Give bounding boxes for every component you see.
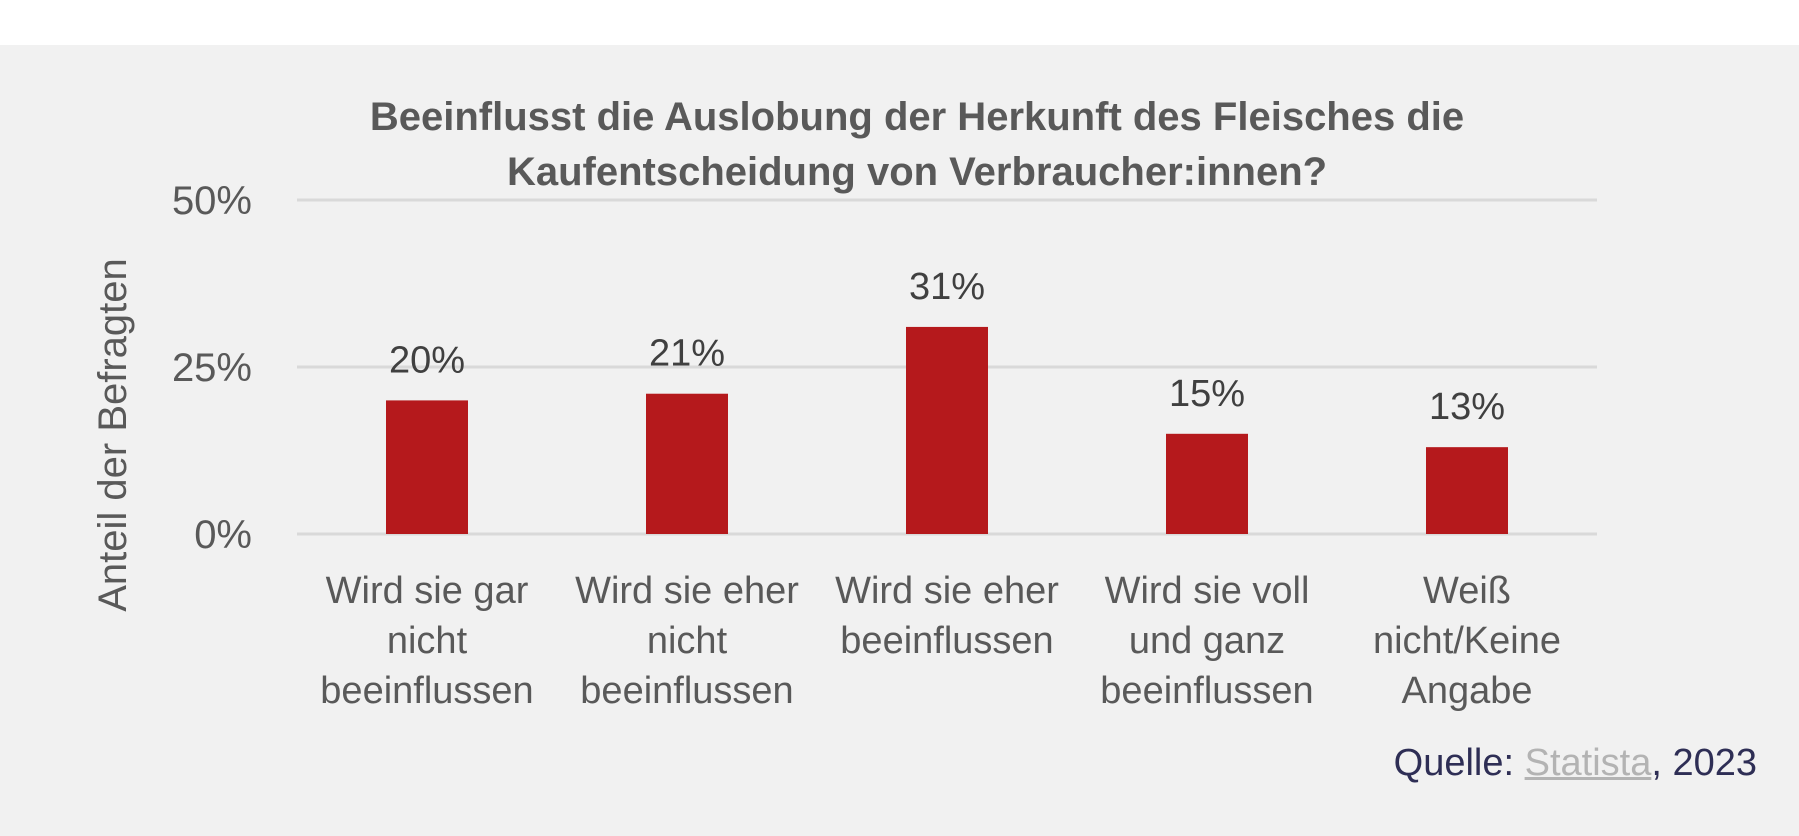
data-label: 13% <box>1429 386 1505 428</box>
category-label: nicht <box>387 620 468 662</box>
y-tick-label: 50% <box>172 179 252 223</box>
category-label: nicht <box>647 620 728 662</box>
category-label: beeinflussen <box>1100 670 1313 712</box>
bar <box>386 400 468 534</box>
source-link[interactable]: Statista <box>1524 742 1652 784</box>
category-label: beeinflussen <box>320 670 533 712</box>
y-tick-label: 0% <box>194 513 252 557</box>
chart-title-line: Kaufentscheidung von Verbraucher:innen? <box>507 150 1327 194</box>
y-axis-ticks: 0% 25% 50% <box>172 179 252 557</box>
y-tick-label: 25% <box>172 346 252 390</box>
category-labels: Wird sie gar nicht beeinflussen Wird sie eh… <box>320 570 1561 712</box>
source-prefix: Quelle: <box>1393 742 1525 784</box>
y-axis-label: Anteil der Befragten <box>91 258 135 612</box>
bar <box>646 393 728 534</box>
chart-title: Beeinflusst die Auslobung der Herkunft d… <box>370 95 1464 194</box>
category-label: und ganz <box>1129 620 1285 662</box>
source-suffix: , 2023 <box>1651 742 1757 784</box>
category-label: nicht/Keine <box>1373 620 1561 662</box>
data-labels: 20% 21% 31% 15% 13% <box>389 266 1505 428</box>
category-label: Wird sie eher <box>835 570 1059 612</box>
bar <box>1166 433 1248 534</box>
category-label: Wird sie voll <box>1105 570 1310 612</box>
data-label: 21% <box>649 333 725 375</box>
data-label: 31% <box>909 266 985 308</box>
category-label: Angabe <box>1401 670 1532 712</box>
chart-panel <box>0 45 1799 836</box>
data-label: 15% <box>1169 373 1245 415</box>
category-label: beeinflussen <box>840 620 1053 662</box>
bars <box>386 326 1508 534</box>
category-label: Weiß <box>1423 570 1511 612</box>
bar <box>1426 447 1508 534</box>
chart-title-line: Beeinflusst die Auslobung der Herkunft d… <box>370 95 1464 139</box>
category-label: Wird sie eher <box>575 570 799 612</box>
category-label: Wird sie gar <box>326 570 529 612</box>
category-label: beeinflussen <box>580 670 793 712</box>
source-note: Quelle: Statista, 2023 <box>1394 742 1757 785</box>
bar <box>906 326 988 534</box>
data-label: 20% <box>389 339 465 381</box>
